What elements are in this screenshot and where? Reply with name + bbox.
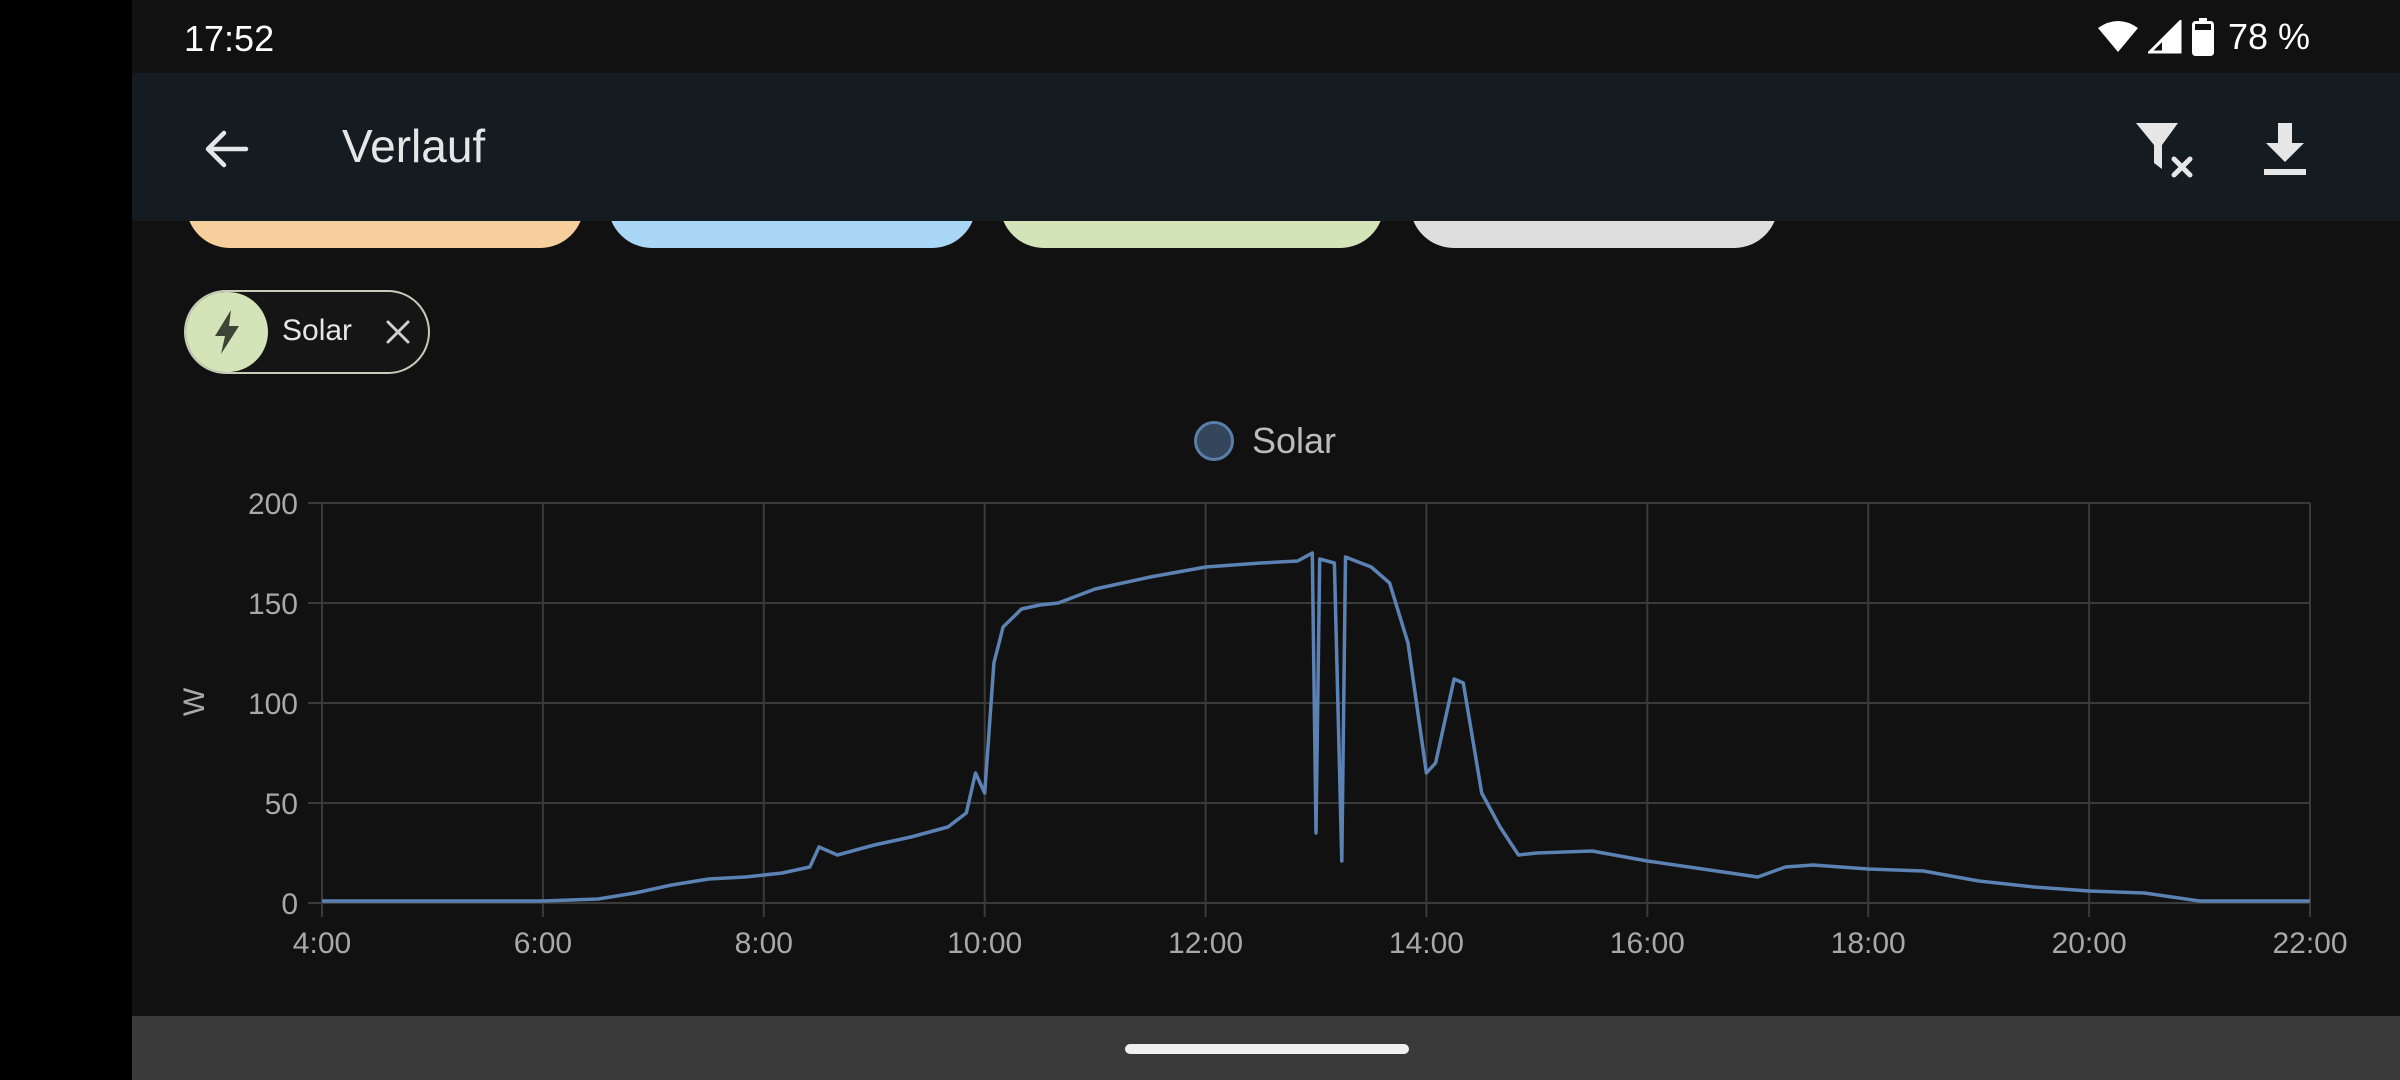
cell-signal-icon (2147, 20, 2182, 54)
entity-chip-avatar (186, 292, 268, 372)
x-tick-label: 22:00 (2272, 927, 2347, 960)
x-tick-label: 10:00 (947, 927, 1022, 960)
x-tick-label: 6:00 (514, 927, 572, 960)
status-icons: 78 % (2097, 14, 2310, 60)
legend-label-solar: Solar (1252, 420, 1337, 461)
status-bar: 17:52 78 % (132, 0, 2400, 73)
y-tick-label: 50 (265, 788, 298, 821)
wifi-icon (2097, 21, 2138, 52)
x-tick-label: 4:00 (293, 927, 351, 960)
lightning-bolt-icon (215, 310, 239, 354)
x-tick-label: 12:00 (1168, 927, 1243, 960)
entity-chip-solar[interactable]: Solar (184, 290, 430, 374)
screen: 17:52 78 % Verlauf (132, 0, 2400, 1080)
x-tick-label: 16:00 (1610, 927, 1685, 960)
series-line-solar (322, 551, 2310, 903)
x-tick-label: 8:00 (735, 927, 793, 960)
left-black-strip (0, 0, 132, 1080)
y-tick-label: 150 (248, 588, 298, 621)
x-tick-label: 20:00 (2052, 927, 2127, 960)
x-tick-label: 14:00 (1389, 927, 1464, 960)
legend-swatch-solar (1194, 421, 1234, 461)
y-tick-label: 200 (248, 488, 298, 521)
download-icon (2264, 123, 2306, 175)
filter-remove-icon (2136, 123, 2193, 178)
x-tick-label: 18:00 (1831, 927, 1906, 960)
clear-filter-button[interactable] (2130, 115, 2200, 185)
back-button[interactable] (192, 115, 260, 183)
entity-chip-remove-button[interactable] (382, 316, 414, 348)
app-bar: Verlauf (132, 73, 2400, 221)
arrow-back-icon (205, 130, 249, 168)
close-icon (386, 320, 410, 344)
history-chart[interactable]: 0 50 100 150 200 4:00 6:00 8:00 10:00 12:00 14:00 1… (132, 460, 2400, 990)
home-gesture-pill[interactable] (1125, 1044, 1409, 1054)
y-axis-label: W (178, 687, 211, 716)
system-navigation-area (132, 1016, 2400, 1080)
entity-chip-label: Solar (282, 314, 353, 347)
download-button[interactable] (2250, 115, 2320, 185)
y-tick-label: 100 (248, 688, 298, 721)
chart-legend[interactable]: Solar (1194, 418, 1336, 464)
page-title: Verlauf (342, 120, 486, 172)
battery-percentage: 78 % (2227, 16, 2310, 57)
status-time: 17:52 (184, 18, 275, 59)
y-tick-label: 0 (281, 888, 298, 921)
battery-icon (2191, 18, 2214, 56)
